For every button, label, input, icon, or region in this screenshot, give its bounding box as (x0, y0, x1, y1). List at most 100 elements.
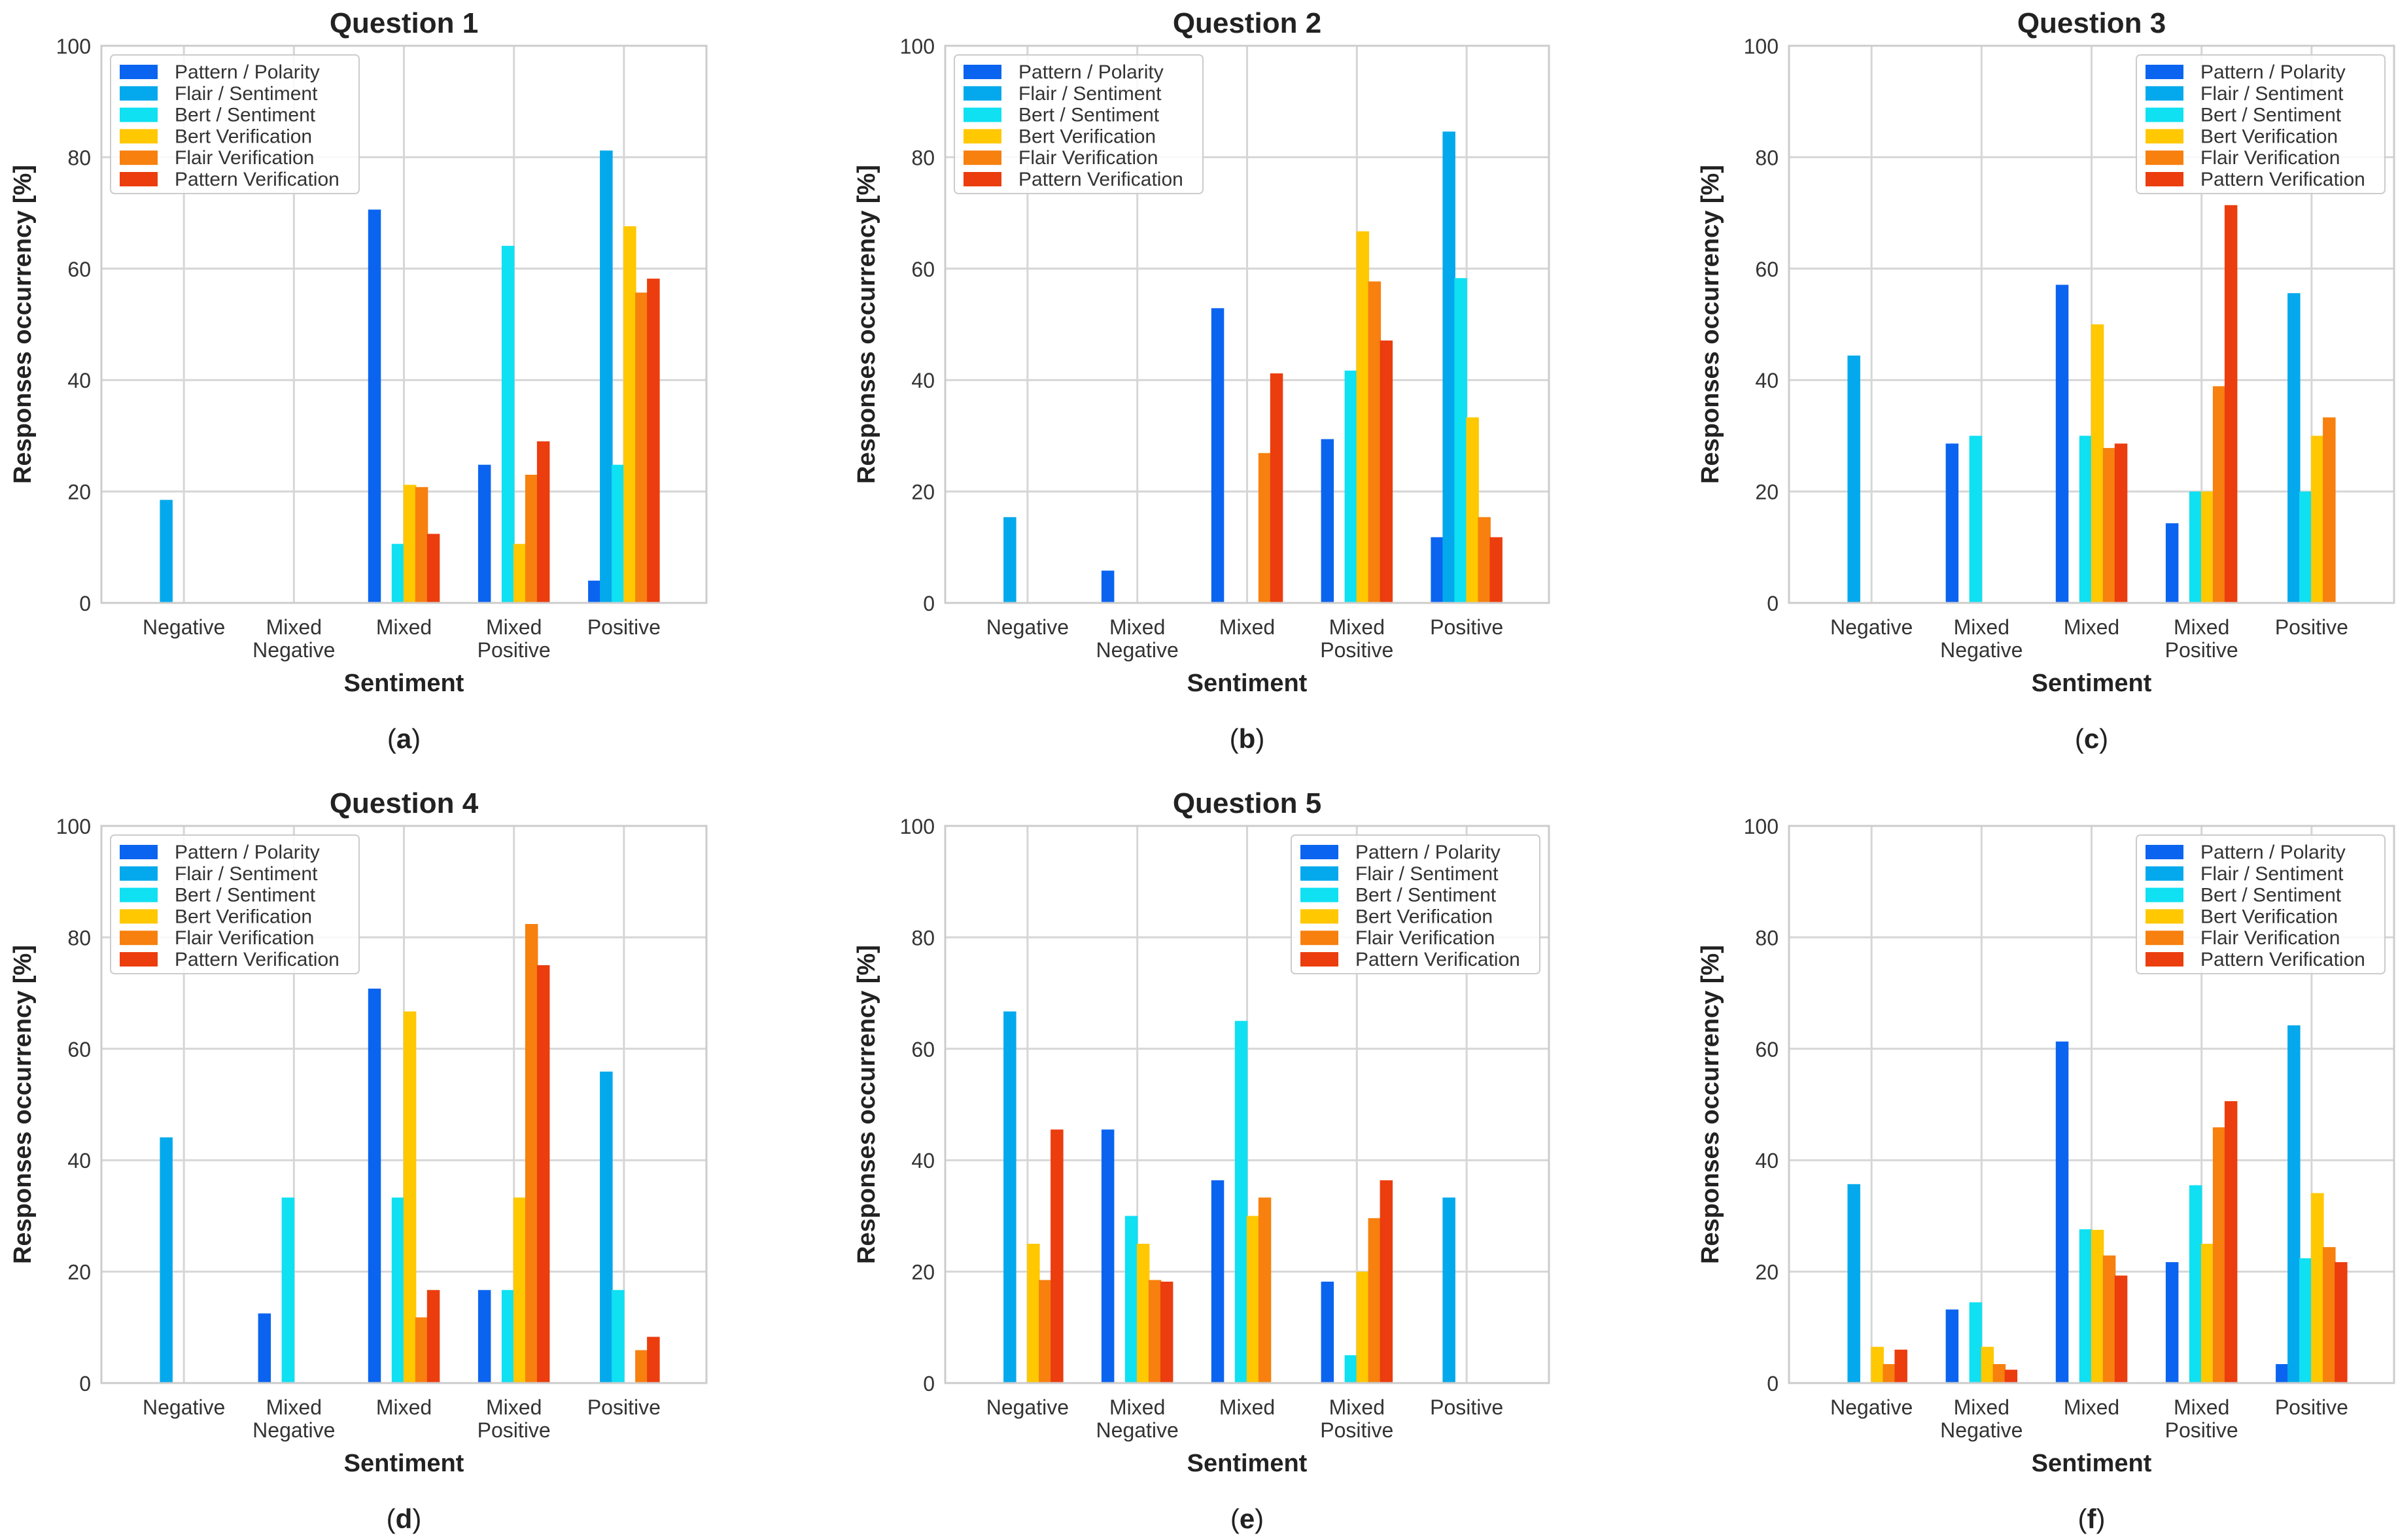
y-tick-label: 60 (67, 1038, 91, 1061)
legend-entry: Pattern Verification (2200, 169, 2365, 190)
bar-flair-sentiment-5 (2287, 293, 2301, 603)
bar-bert-verification-3 (403, 1011, 417, 1383)
y-axis-label: Responses occurrency [%] (853, 165, 880, 484)
legend-swatch (120, 107, 158, 122)
legend-entry: Flair Verification (1355, 927, 1495, 949)
y-tick-label: 20 (67, 1261, 91, 1284)
legend-swatch (1300, 909, 1338, 924)
panel-label: (b) (1230, 723, 1265, 754)
y-tick-label: 20 (1755, 1261, 1779, 1284)
bar-flair-verification-4 (1368, 1218, 1381, 1383)
y-tick-label: 0 (79, 592, 91, 615)
legend-swatch (120, 931, 158, 946)
bar-flair-verification-3 (2102, 1255, 2116, 1383)
bar-bert-sentiment-2 (1969, 1302, 1983, 1383)
bar-flair-sentiment-5 (600, 150, 613, 603)
legend-swatch (120, 909, 158, 924)
chart-panel-3: 0 20 40 60 80 100 Negative Mixed Negative Mixed Mi… (1697, 7, 2395, 754)
bar-bert-sentiment-3 (2079, 1229, 2093, 1383)
legend-entry: Bert / Sentiment (1355, 885, 1497, 906)
legend-swatch (964, 150, 1001, 165)
bar-pattern-polarity-5 (2276, 1364, 2289, 1383)
plot-frame (1788, 825, 2395, 1384)
legend-entry: Pattern Verification (175, 169, 339, 190)
x-tick-label: Negative (986, 615, 1069, 639)
y-tick-label: 60 (67, 258, 91, 281)
bar-flair-verification-3 (1258, 1197, 1272, 1383)
bar-flair-verification-3 (1258, 453, 1272, 603)
bar-flair-verification-3 (415, 487, 428, 603)
y-tick-label: 60 (911, 1038, 935, 1061)
x-tick-label: Positive (587, 1395, 661, 1419)
bar-flair-verification-5 (2323, 1247, 2336, 1383)
bar-bert-verification-2 (1981, 1346, 1994, 1383)
bar-pattern-verification-3 (426, 1290, 440, 1383)
bar-bert-sentiment-4 (1344, 1355, 1358, 1383)
y-tick-label: 0 (923, 592, 935, 615)
legend-entry: Pattern Verification (1018, 169, 1183, 190)
bar-pattern-polarity-2 (1945, 1309, 1959, 1383)
bar-flair-verification-2 (1148, 1280, 1162, 1383)
y-tick-label: 100 (900, 35, 935, 58)
x-axis-label: Sentiment (1187, 670, 1308, 697)
bar-pattern-polarity-3 (2055, 1041, 2069, 1383)
chart-title: Question 4 (330, 787, 479, 819)
x-axis-label: Sentiment (344, 670, 464, 697)
chart-panel-2: 0 20 40 60 80 100 Negative Mixed Negative Mixed Mi… (853, 7, 1550, 754)
x-tick-label: Mixed Positive (2165, 1395, 2238, 1442)
bar-pattern-verification-2 (1160, 1281, 1173, 1383)
bar-pattern-polarity-4 (2165, 523, 2179, 603)
x-tick-label: Mixed Negative (1096, 1395, 1179, 1442)
legend-entry: Flair Verification (1018, 147, 1158, 169)
bar-bert-sentiment-4 (2189, 491, 2202, 603)
bar-pattern-verification-3 (2114, 443, 2128, 603)
y-tick-label: 100 (56, 815, 91, 838)
x-tick-label: Mixed Positive (1320, 615, 1393, 662)
legend-swatch (2146, 65, 2183, 79)
legend-entry: Bert / Sentiment (1018, 105, 1160, 126)
bar-flair-verification-5 (2323, 417, 2336, 603)
x-tick-label: Mixed Negative (252, 1395, 335, 1442)
bar-bert-verification-4 (2200, 1244, 2214, 1383)
bar-flair-verification-4 (2212, 386, 2226, 603)
x-tick-label: Mixed Negative (1940, 615, 2023, 662)
legend-swatch (1300, 866, 1338, 881)
y-tick-label: 40 (1755, 369, 1779, 392)
legend-entry: Bert Verification (2200, 906, 2338, 927)
legend-swatch (120, 887, 158, 902)
x-tick-label: Mixed (2064, 615, 2119, 639)
legend-swatch (2146, 931, 2183, 946)
x-tick-label: Mixed Negative (1940, 1395, 2023, 1442)
x-tick-label: Positive (1430, 615, 1503, 639)
bar-bert-verification-5 (623, 226, 636, 603)
legend-entry: Pattern Verification (1355, 949, 1520, 970)
legend-box (1291, 834, 1540, 974)
bar-bert-sentiment-2 (1969, 436, 1983, 603)
panel-label: (e) (1230, 1503, 1264, 1534)
bar-bert-sentiment-4 (1344, 370, 1358, 603)
legend-entry: Bert / Sentiment (2200, 105, 2342, 126)
y-tick-label: 80 (911, 926, 935, 950)
bar-pattern-polarity-5 (1431, 537, 1444, 603)
legend-box (954, 54, 1204, 194)
legend-entry: Flair / Sentiment (2200, 83, 2344, 105)
x-tick-label: Positive (2275, 615, 2348, 639)
chart-title: Question 2 (1173, 7, 1321, 39)
bar-bert-verification-4 (513, 543, 527, 603)
legend-swatch (120, 172, 158, 186)
y-tick-label: 0 (923, 1372, 935, 1395)
legend-swatch (964, 86, 1001, 101)
x-tick-label: Mixed Positive (2165, 615, 2238, 662)
legend-swatch (1300, 952, 1338, 967)
bar-pattern-polarity-3 (2055, 284, 2069, 603)
bar-flair-sentiment-1 (1003, 1011, 1017, 1383)
legend-entry: Pattern Verification (2200, 949, 2365, 970)
y-tick-label: 100 (1744, 815, 1779, 838)
y-tick-label: 0 (1767, 592, 1779, 615)
chart-panel-6: 0 20 40 60 80 100 Negative Mixed Negative Mixed Mi… (1697, 815, 2395, 1534)
y-tick-label: 100 (56, 35, 91, 58)
x-tick-label: Negative (986, 1395, 1069, 1419)
bar-flair-sentiment-5 (1442, 1197, 1455, 1383)
